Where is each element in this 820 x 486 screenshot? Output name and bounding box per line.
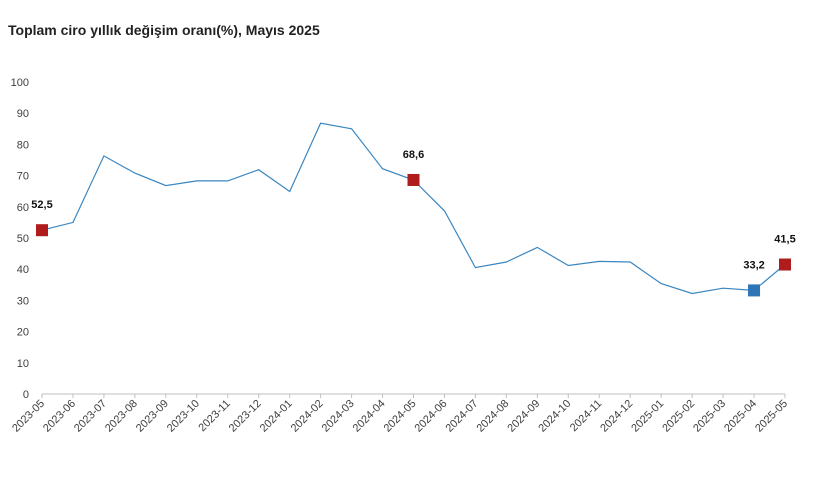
x-tick-label: 2025-04: [722, 398, 759, 435]
y-tick-label: 0: [23, 389, 29, 401]
y-tick-label: 50: [17, 233, 29, 245]
y-axis-tick-labels: 0 10 20 30 40 50 60 70 80 90 100: [11, 77, 29, 401]
x-tick-label: 2024-04: [351, 398, 388, 435]
x-tick-label: 2025-03: [691, 398, 728, 435]
x-tick-label: 2024-11: [568, 398, 604, 434]
x-tick-label: 2024-10: [536, 398, 573, 435]
data-labels: 52,5 68,6 33,2 41,5: [31, 149, 795, 271]
x-axis-tick-marks: [41, 394, 786, 398]
x-tick-label: 2025-02: [660, 398, 697, 435]
x-tick-label: 2025-05: [753, 398, 790, 435]
x-tick-label: 2024-03: [320, 398, 357, 435]
x-tick-label: 2025-01: [629, 398, 666, 435]
y-tick-label: 100: [11, 77, 29, 89]
chart-title: Toplam ciro yıllık değişim oranı(%), May…: [8, 22, 320, 38]
y-tick-label: 80: [17, 139, 29, 151]
data-point-marker: [779, 258, 791, 271]
x-tick-label: 2023-05: [10, 398, 47, 435]
highlight-markers: [36, 173, 791, 297]
y-tick-label: 40: [17, 264, 29, 276]
data-label: 52,5: [31, 199, 52, 211]
data-point-marker: [36, 224, 48, 237]
data-label: 68,6: [403, 149, 424, 161]
x-tick-label: 2023-06: [41, 398, 78, 435]
x-tick-label: 2023-11: [196, 398, 232, 434]
x-tick-label: 2024-08: [474, 398, 511, 435]
data-label: 33,2: [743, 259, 764, 271]
y-tick-label: 20: [17, 327, 29, 339]
x-tick-label: 2023-12: [227, 398, 264, 435]
x-tick-label: 2024-02: [289, 398, 326, 435]
data-point-marker: [748, 284, 761, 297]
x-tick-label: 2024-06: [413, 398, 450, 435]
y-tick-label: 30: [17, 295, 29, 307]
y-tick-label: 90: [17, 108, 29, 120]
x-tick-label: 2023-10: [165, 398, 202, 435]
y-tick-label: 10: [17, 358, 29, 370]
x-tick-label: 2023-08: [103, 398, 140, 435]
y-tick-label: 60: [17, 202, 29, 214]
x-tick-label: 2023-09: [134, 398, 171, 435]
x-tick-label: 2023-07: [72, 398, 109, 435]
x-axis-tick-labels: 2023-052023-062023-072023-082023-092023-…: [10, 398, 790, 435]
data-label: 41,5: [774, 234, 795, 246]
x-tick-label: 2024-09: [505, 398, 542, 435]
x-tick-label: 2024-07: [444, 398, 481, 435]
x-tick-label: 2024-01: [258, 398, 295, 435]
x-tick-label: 2024-12: [598, 398, 635, 435]
y-tick-label: 70: [17, 171, 29, 183]
data-point-marker: [407, 173, 420, 186]
x-tick-label: 2024-05: [382, 398, 419, 435]
